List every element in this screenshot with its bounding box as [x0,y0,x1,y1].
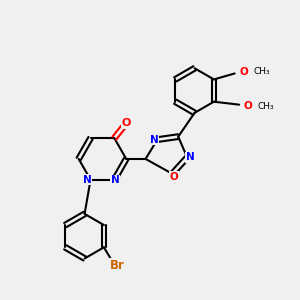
Text: O: O [239,67,248,77]
Text: N: N [150,135,159,145]
Text: Br: Br [110,259,125,272]
Text: N: N [186,152,194,162]
Text: O: O [244,101,252,111]
Text: N: N [111,175,119,185]
Text: O: O [122,118,131,128]
Text: CH₃: CH₃ [253,68,270,76]
Text: CH₃: CH₃ [258,102,274,111]
Text: O: O [169,172,178,182]
Text: N: N [82,175,91,185]
